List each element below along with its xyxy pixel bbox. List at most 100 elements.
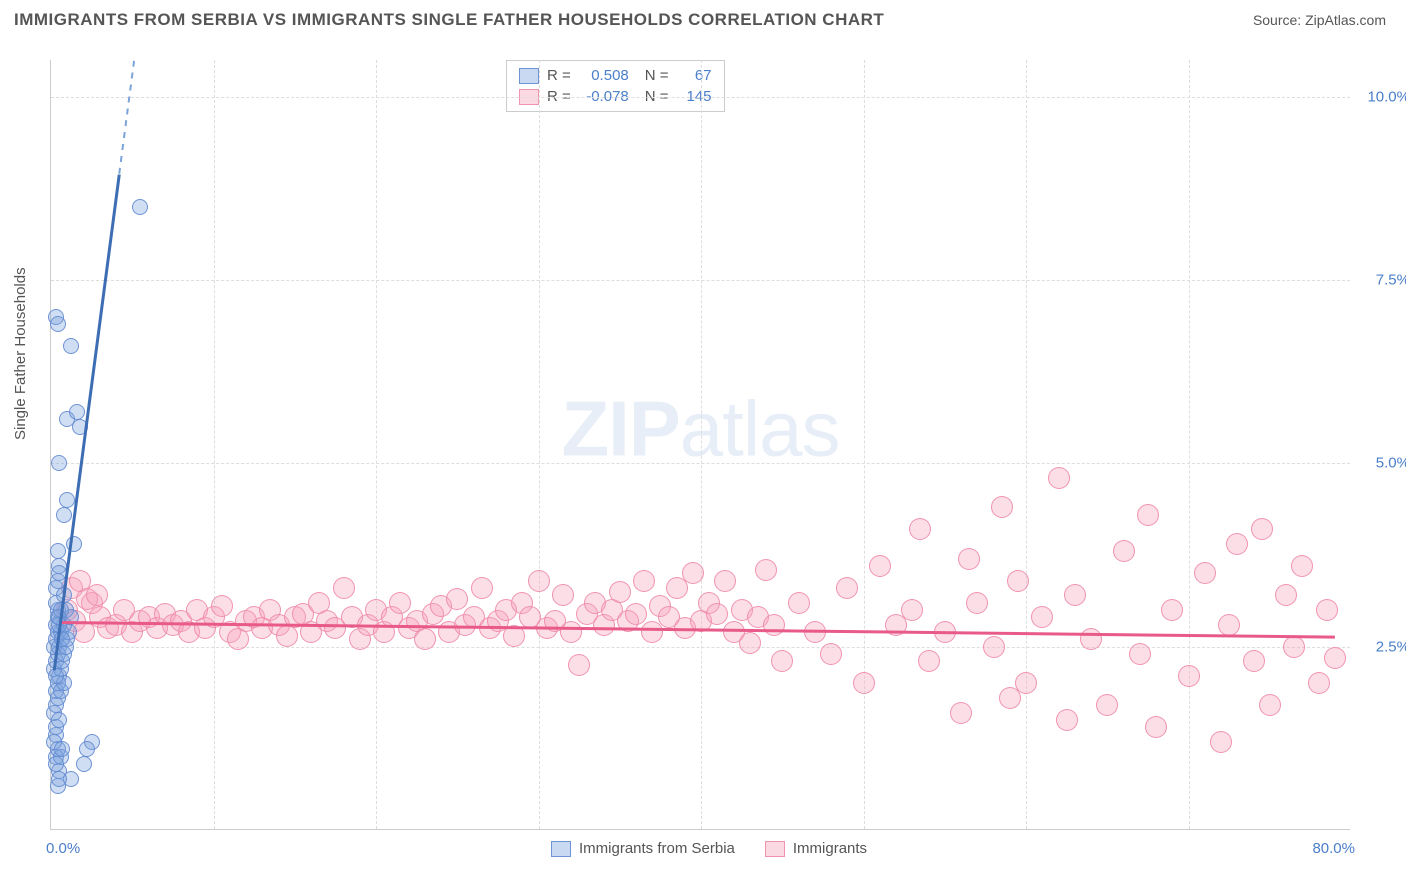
data-point-pink [1048,467,1070,489]
gridline-v [376,60,377,829]
data-point-pink [682,562,704,584]
data-point-blue [56,507,72,523]
data-point-pink [1251,518,1273,540]
legend-item-pink: Immigrants [765,840,867,857]
data-point-pink [950,702,972,724]
data-point-pink [1137,504,1159,526]
swatch-blue-icon [519,68,539,84]
data-point-pink [788,592,810,614]
data-point-pink [706,603,728,625]
data-point-pink [983,636,1005,658]
data-point-blue [59,492,75,508]
chart-header: IMMIGRANTS FROM SERBIA VS IMMIGRANTS SIN… [0,0,1406,40]
data-point-pink [755,559,777,581]
legend-item-blue: Immigrants from Serbia [551,840,735,857]
y-tick-label: 5.0% [1355,455,1406,472]
data-point-pink [1080,628,1102,650]
data-point-blue [51,712,67,728]
data-point-pink [1275,584,1297,606]
data-point-pink [609,581,631,603]
data-point-pink [414,628,436,650]
data-point-pink [1259,694,1281,716]
data-point-blue [50,316,66,332]
data-point-pink [1316,599,1338,621]
data-point-pink [1145,716,1167,738]
data-point-pink [633,570,655,592]
data-point-pink [771,650,793,672]
gridline-v [864,60,865,829]
data-point-pink [1161,599,1183,621]
data-point-pink [1178,665,1200,687]
data-point-pink [763,614,785,636]
data-point-blue [48,668,64,684]
data-point-pink [714,570,736,592]
data-point-pink [560,621,582,643]
data-point-blue [132,199,148,215]
data-point-pink [1226,533,1248,555]
data-point-pink [966,592,988,614]
data-point-pink [958,548,980,570]
scatter-chart: ZIPatlas R = 0.508 N = 67 R = -0.078 N =… [50,60,1350,830]
data-point-pink [1031,606,1053,628]
series-legend: Immigrants from Serbia Immigrants [551,840,867,857]
data-point-pink [1096,694,1118,716]
data-point-pink [528,570,550,592]
data-point-pink [1308,672,1330,694]
data-point-pink [820,643,842,665]
data-point-pink [1113,540,1135,562]
data-point-pink [446,588,468,610]
y-axis-title: Single Father Households [12,267,29,440]
data-point-pink [568,654,590,676]
data-point-pink [836,577,858,599]
trend-line [119,61,135,174]
stats-row-blue: R = 0.508 N = 67 [519,65,712,86]
data-point-pink [1324,647,1346,669]
data-point-blue [63,338,79,354]
y-tick-label: 7.5% [1355,272,1406,289]
data-point-blue [50,543,66,559]
data-point-blue [48,756,64,772]
data-point-pink [1015,672,1037,694]
data-point-pink [1056,709,1078,731]
data-point-pink [739,632,761,654]
x-tick-min: 0.0% [46,840,80,857]
data-point-pink [1210,731,1232,753]
data-point-pink [869,555,891,577]
data-point-pink [1007,570,1029,592]
data-point-blue [51,455,67,471]
gridline-v [701,60,702,829]
data-point-blue [76,756,92,772]
data-point-pink [909,518,931,540]
data-point-blue [51,771,67,787]
data-point-pink [853,672,875,694]
data-point-pink [1218,614,1240,636]
data-point-pink [86,584,108,606]
data-point-pink [1064,584,1086,606]
swatch-pink-icon [765,841,785,857]
data-point-pink [552,584,574,606]
data-point-pink [1129,643,1151,665]
data-point-pink [389,592,411,614]
gridline-v [539,60,540,829]
data-point-blue [54,741,70,757]
data-point-pink [1194,562,1216,584]
gridline-v [214,60,215,829]
data-point-pink [1243,650,1265,672]
data-point-pink [471,577,493,599]
data-point-pink [1283,636,1305,658]
x-tick-max: 80.0% [1312,840,1355,857]
data-point-pink [1291,555,1313,577]
data-point-pink [918,650,940,672]
y-tick-label: 2.5% [1355,638,1406,655]
gridline-v [1189,60,1190,829]
swatch-blue-icon [551,841,571,857]
data-point-pink [211,595,233,617]
source-attribution: Source: ZipAtlas.com [1253,12,1386,28]
data-point-pink [625,603,647,625]
data-point-blue [79,741,95,757]
gridline-v [1026,60,1027,829]
chart-title: IMMIGRANTS FROM SERBIA VS IMMIGRANTS SIN… [14,10,884,30]
data-point-pink [333,577,355,599]
data-point-blue [69,404,85,420]
data-point-pink [991,496,1013,518]
